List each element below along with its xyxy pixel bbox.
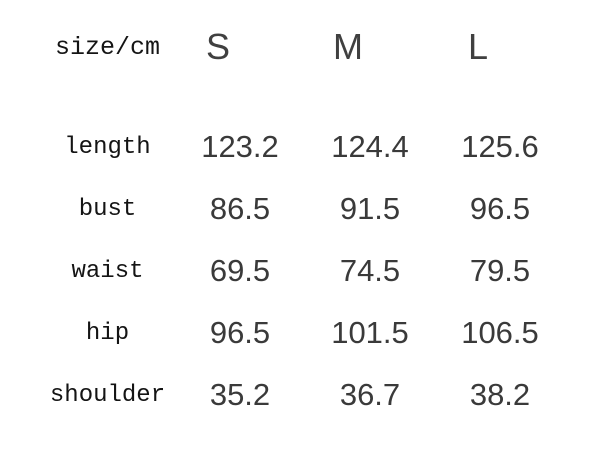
size-header-l: L bbox=[435, 26, 565, 68]
table-row-shoulder: shoulder 35.2 36.7 38.2 bbox=[0, 364, 606, 426]
hip-value-m: 101.5 bbox=[331, 315, 409, 350]
size-header-m-text: M bbox=[333, 26, 363, 67]
table-row-length: length 123.2 124.4 125.6 bbox=[0, 116, 606, 178]
hip-value-l: 106.5 bbox=[461, 315, 539, 350]
size-header-m: M bbox=[305, 26, 435, 68]
length-value-l: 125.6 bbox=[461, 129, 539, 164]
table-row-hip: hip 96.5 101.5 106.5 bbox=[0, 302, 606, 364]
size-unit-label: size/cm bbox=[54, 32, 161, 62]
waist-value-l: 79.5 bbox=[469, 253, 531, 288]
bust-value-s: 86.5 bbox=[209, 191, 271, 226]
measurement-label-length: length bbox=[64, 133, 151, 161]
bust-value-m: 91.5 bbox=[339, 191, 401, 226]
measurement-label-shoulder: shoulder bbox=[49, 381, 166, 409]
measurement-label-waist: waist bbox=[71, 257, 144, 285]
shoulder-value-s: 35.2 bbox=[209, 377, 271, 412]
length-value-m: 124.4 bbox=[331, 129, 409, 164]
waist-value-m: 74.5 bbox=[339, 253, 401, 288]
table-row-waist: waist 69.5 74.5 79.5 bbox=[0, 240, 606, 302]
size-header-s-text: S bbox=[205, 26, 230, 67]
measurement-label-bust: bust bbox=[78, 195, 137, 223]
hip-value-s: 96.5 bbox=[209, 315, 271, 350]
measurement-label-hip: hip bbox=[85, 319, 130, 347]
waist-value-s: 69.5 bbox=[209, 253, 271, 288]
table-row-bust: bust 86.5 91.5 96.5 bbox=[0, 178, 606, 240]
bust-value-l: 96.5 bbox=[469, 191, 531, 226]
size-header-s: S bbox=[175, 26, 305, 68]
shoulder-value-m: 36.7 bbox=[339, 377, 401, 412]
shoulder-value-l: 38.2 bbox=[469, 377, 531, 412]
size-header-l-text: L bbox=[467, 26, 489, 67]
size-chart-table: size/cm S M L length 123.2 124.4 125.6 b… bbox=[0, 24, 606, 462]
length-value-s: 123.2 bbox=[201, 129, 279, 164]
size-chart-header-row: size/cm S M L bbox=[0, 24, 606, 70]
